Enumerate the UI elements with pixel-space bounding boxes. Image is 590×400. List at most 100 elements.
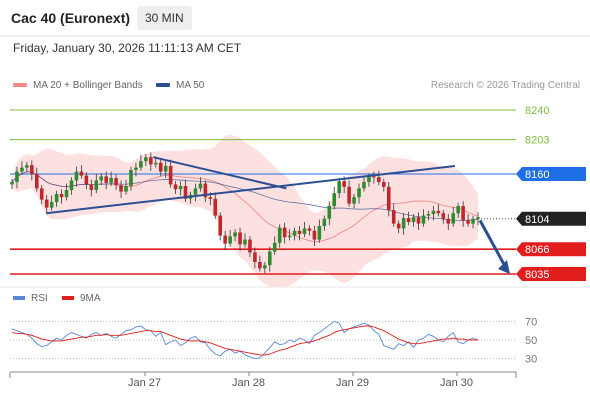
rsi-ma-legend-label: 9MA xyxy=(80,293,101,304)
candle-body xyxy=(406,218,411,222)
candle-body xyxy=(248,239,252,253)
candle-body xyxy=(144,157,148,162)
candle-body xyxy=(277,227,282,243)
candle-body xyxy=(94,180,99,190)
rsi-ma-legend: 9MA xyxy=(62,293,101,304)
candle-body xyxy=(342,181,346,187)
rsi-tick-label-30: 30 xyxy=(525,354,537,366)
ma50-legend: MA 50 xyxy=(156,80,204,92)
rsi-swatch xyxy=(13,296,25,301)
candle-body xyxy=(15,171,19,182)
candle-body xyxy=(282,227,287,238)
candle-body xyxy=(302,228,307,234)
candle-body xyxy=(421,215,426,224)
candle-body xyxy=(451,213,456,224)
candle-body xyxy=(203,183,208,198)
candle-body xyxy=(139,161,143,168)
candle-body xyxy=(129,170,133,186)
candle-body xyxy=(446,218,451,224)
candle-body xyxy=(59,194,64,198)
candle-body xyxy=(64,190,69,198)
level-label-8104: 8104 xyxy=(525,214,549,226)
candle-body xyxy=(476,217,480,219)
ma50-swatch xyxy=(156,83,170,88)
rsi-tick-label-70: 70 xyxy=(525,316,537,328)
candle-body xyxy=(347,186,351,204)
rsi-legend-label: RSI xyxy=(31,293,48,304)
candle-body xyxy=(124,186,128,192)
rsi-ma-line xyxy=(11,325,478,356)
candle-body xyxy=(218,215,223,236)
candle-body xyxy=(74,171,79,181)
level-label-8240: 8240 xyxy=(525,105,549,117)
candle-body xyxy=(391,210,396,224)
candle-body xyxy=(84,175,89,185)
x-tick-label: Jan 29 xyxy=(336,377,369,389)
level-label-8035: 8035 xyxy=(525,269,549,281)
rsi-legend: RSI xyxy=(13,293,48,304)
candle-body xyxy=(401,218,406,229)
candle-body xyxy=(119,185,123,192)
candle-body xyxy=(317,226,322,240)
candle-body xyxy=(99,176,104,181)
candle-body xyxy=(258,262,262,269)
candle-body xyxy=(337,181,341,194)
candle-body xyxy=(173,184,178,190)
candle-body xyxy=(153,162,158,165)
candle-body xyxy=(238,232,242,245)
candle-body xyxy=(30,165,34,174)
candle-body xyxy=(178,186,183,190)
candle-body xyxy=(272,242,277,252)
candle-body xyxy=(228,236,232,244)
candle-body xyxy=(233,232,237,237)
level-label-box-8066 xyxy=(516,242,586,257)
ma20-swatch xyxy=(13,83,27,88)
level-label-box-8160 xyxy=(516,167,586,181)
ma50-legend-label: MA 50 xyxy=(176,80,205,91)
candle-body xyxy=(332,193,337,206)
interval-button[interactable]: 30 MIN xyxy=(137,6,192,30)
candle-body xyxy=(243,239,247,245)
candle-body xyxy=(297,230,302,234)
candle-body xyxy=(267,251,272,266)
candle-body xyxy=(441,213,446,219)
candle-body xyxy=(362,182,366,189)
candle-body xyxy=(426,214,431,216)
x-tick-label: Jan 28 xyxy=(232,377,265,389)
candle-body xyxy=(416,217,421,224)
candle-body xyxy=(208,197,213,199)
ma20-legend-label: MA 20 + Bollinger Bands xyxy=(33,80,143,91)
candle-body xyxy=(20,167,24,172)
candle-body xyxy=(372,176,376,178)
candle-body xyxy=(263,265,267,269)
candle-body xyxy=(396,223,401,229)
candle-body xyxy=(49,202,54,208)
candle-body xyxy=(183,186,188,199)
candle-body xyxy=(466,220,470,224)
trendline-upper xyxy=(153,156,287,190)
level-label-8160: 8160 xyxy=(525,169,549,181)
candle-body xyxy=(431,210,436,214)
candle-body xyxy=(312,230,317,240)
candle-body xyxy=(367,176,371,182)
candle-body xyxy=(327,206,332,219)
candle-body xyxy=(287,235,292,238)
trendline-lower xyxy=(46,165,456,215)
timestamp: Friday, January 30, 2026 11:11:13 AM CET xyxy=(13,41,242,55)
candle-body xyxy=(109,178,113,183)
candle-body xyxy=(79,171,84,176)
candle-body xyxy=(25,165,29,168)
candle-body xyxy=(411,217,416,222)
candle-body xyxy=(54,194,59,202)
candle-body xyxy=(89,184,94,190)
bollinger-band-area xyxy=(12,134,478,288)
ma20-legend: MA 20 + Bollinger Bands xyxy=(13,80,143,92)
level-label-box-8104 xyxy=(516,211,586,226)
candle-body xyxy=(471,218,475,224)
candle-body xyxy=(69,180,74,190)
candle-body xyxy=(149,157,153,165)
level-label-8203: 8203 xyxy=(525,135,549,147)
symbol-title: Cac 40 (Euronext) xyxy=(11,10,131,26)
candle-body xyxy=(134,167,138,170)
credit-text: Research © 2026 Trading Central xyxy=(430,80,580,91)
